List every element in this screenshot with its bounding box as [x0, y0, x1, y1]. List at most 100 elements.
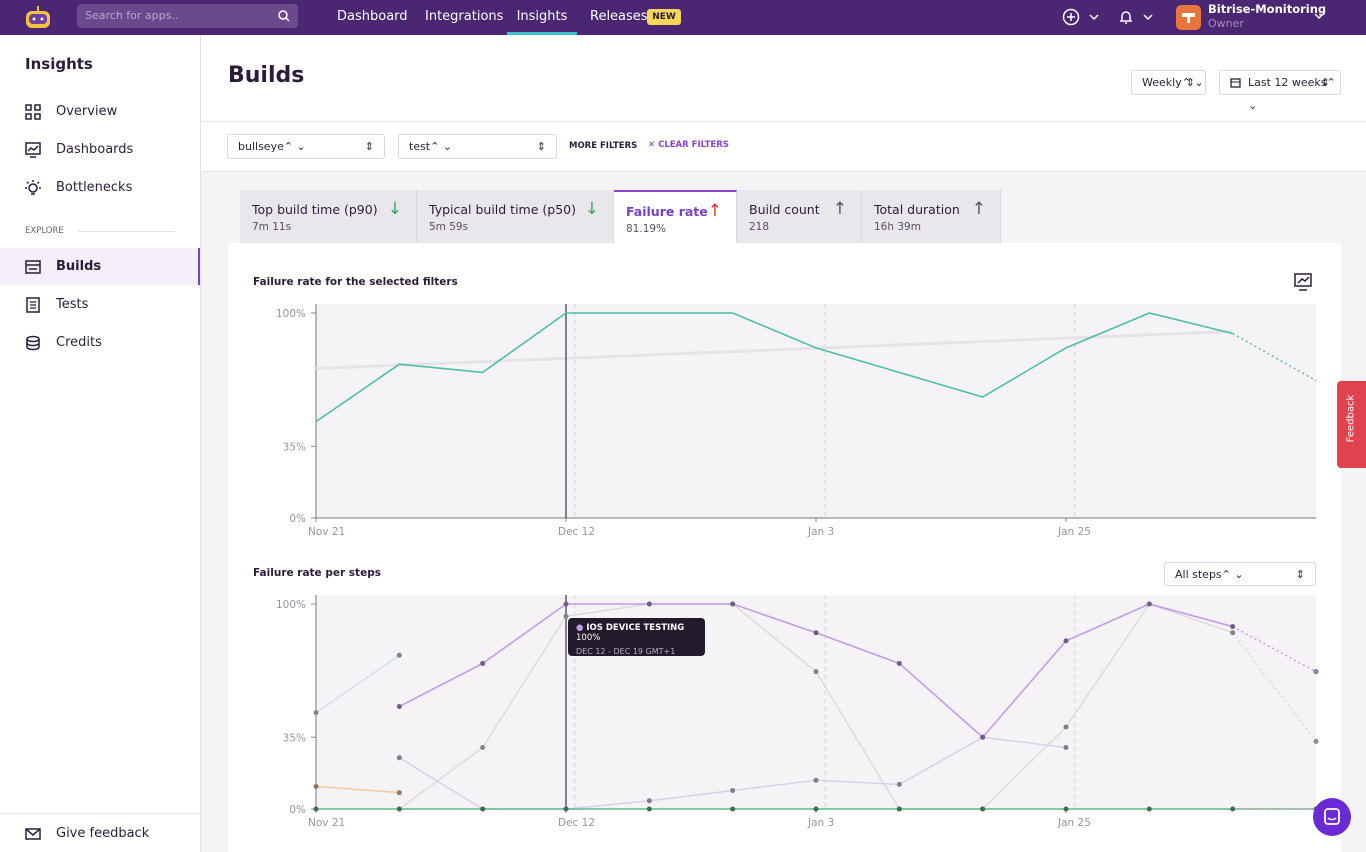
app-filter-label: bullseye [238, 140, 284, 153]
page-title: Builds [228, 63, 305, 88]
search-placeholder: Search for apps.. [85, 9, 179, 22]
chart-title: Failure rate per steps [253, 567, 381, 579]
org-avatar[interactable] [1176, 5, 1201, 30]
x-tick-label: Nov 21 [308, 817, 345, 829]
chat-button[interactable] [1313, 798, 1351, 836]
tooltip-period: DEC 12 - DEC 19 GMT+1 [576, 647, 676, 656]
series-line-partial [1232, 332, 1317, 382]
plot-area [316, 595, 1316, 809]
sidebar-label: Overview [56, 104, 118, 119]
metric-tab[interactable]: Top build time (p90) 7m 11s ↓ [240, 190, 417, 244]
metric-tab-active[interactable]: Failure rate 81.19% ↑ [614, 190, 737, 244]
tab-label: Build count [749, 202, 820, 217]
series-point [1146, 806, 1152, 812]
sidebar-item[interactable]: Tests [0, 286, 200, 323]
x-tick-label: Jan 3 [807, 817, 834, 829]
metric-tab[interactable]: Typical build time (p50) 5m 59s ↓ [417, 190, 614, 244]
feedback-tab[interactable]: Feedback [1337, 381, 1366, 468]
trend-down: ↓ [584, 199, 599, 219]
range-select[interactable]: Last 12 weeks ⇕ [1219, 70, 1341, 95]
filter-bar: bullseye⇕ test⇕ MORE FILTERS ✕ CLEAR FIL… [201, 122, 1366, 172]
line-chart: 0% 35% 100% Nov 21 Dec 12 Jan 3 Jan 25 [276, 595, 1319, 829]
y-tick-label: 100% [276, 599, 306, 611]
nav-item[interactable]: Integrations [425, 9, 504, 24]
series-point [396, 755, 402, 761]
trend-up: ↑ [707, 201, 722, 221]
metric-tab[interactable]: Total duration 16h 39m ↑ [862, 190, 1001, 244]
divider [78, 231, 175, 232]
tab-value: 7m 11s [252, 221, 292, 233]
series-point [813, 777, 819, 783]
trend-up: ↑ [971, 199, 986, 219]
step-select[interactable]: All steps ⇕ [1164, 562, 1316, 586]
clear-filters[interactable]: ✕ CLEAR FILTERS [648, 140, 729, 150]
tooltip-value: 100% [576, 633, 601, 643]
y-tick-label: 0% [289, 804, 306, 816]
x-tick-label: Dec 12 [558, 526, 595, 538]
tooltip: ● IOS DEVICE TESTING 100% DEC 12 - DEC 1… [568, 618, 705, 656]
org-chevron[interactable] [1313, 12, 1325, 22]
sidebar-item-active[interactable]: Builds [0, 248, 200, 285]
metric-tab[interactable]: Build count 218 ↑ [737, 190, 862, 244]
add-menu[interactable] [1062, 8, 1102, 26]
interval-label: Weekly [1142, 76, 1182, 89]
nav-item[interactable]: Releases [590, 9, 648, 24]
chart-type-icon[interactable] [1294, 273, 1312, 291]
series-line [315, 312, 1233, 423]
search-icon [278, 10, 290, 22]
series-line [315, 785, 400, 794]
sidebar-label: Bottlenecks [56, 180, 133, 195]
line-chart: 0% 35% 100% Nov 21 Dec 12 Jan 3 Jan 25 [276, 304, 1317, 538]
series-point [1063, 724, 1069, 730]
workflow-filter[interactable]: test ⇕ [398, 134, 557, 159]
tooltip-series: IOS DEVICE TESTING [586, 623, 685, 633]
x-tick-label: Dec 12 [558, 817, 595, 829]
sidebar-label: Dashboards [56, 142, 134, 157]
nav-item[interactable]: Dashboard [337, 9, 408, 24]
trend-down: ↓ [387, 199, 402, 219]
interval-select[interactable]: Weekly ⇕ [1131, 70, 1206, 95]
sidebar-item[interactable]: Overview [0, 93, 200, 130]
series-point [396, 652, 402, 658]
series-point [1230, 630, 1236, 636]
series-point [563, 601, 569, 607]
series-point [396, 790, 402, 796]
sidebar-item[interactable]: Bottlenecks [0, 169, 200, 206]
nav-item-active[interactable]: Insights [507, 0, 577, 35]
series-point [1063, 806, 1069, 812]
more-filters[interactable]: MORE FILTERS [569, 141, 638, 151]
sidebar-item[interactable]: Dashboards [0, 131, 200, 168]
series-point [1230, 624, 1236, 630]
step-select-label: All steps [1175, 568, 1222, 581]
series-point [646, 601, 652, 607]
new-badge: NEW [647, 9, 681, 25]
series-point [1063, 638, 1069, 644]
sidebar-section: EXPLORE [25, 226, 64, 236]
trend-up: ↑ [832, 199, 847, 219]
search-box[interactable]: Search for apps.. [77, 4, 298, 28]
notifications[interactable] [1116, 8, 1156, 26]
series-point [480, 806, 486, 812]
tab-value: 81.19% [626, 223, 667, 235]
x-tick-label: Jan 25 [1057, 817, 1091, 829]
tab-label: Typical build time (p50) [429, 202, 576, 217]
sidebar-item[interactable]: Credits [0, 324, 200, 361]
series-point [730, 806, 736, 812]
series-point [563, 806, 569, 812]
x-tick-label: Nov 21 [308, 526, 345, 538]
page-header: Builds Weekly⇕ Last 12 weeks⇕ [201, 35, 1366, 122]
tab-value: 5m 59s [429, 221, 469, 233]
y-tick-label: 35% [283, 441, 306, 453]
series-point [396, 704, 402, 709]
app-filter[interactable]: bullseye ⇕ [227, 134, 385, 159]
tab-label: Total duration [874, 202, 960, 217]
series-point [1230, 806, 1236, 812]
series-point [813, 669, 819, 675]
series-point [313, 806, 319, 812]
give-feedback[interactable]: Give feedback [0, 815, 200, 852]
series-point [480, 660, 486, 666]
sidebar-label: Tests [56, 297, 89, 312]
series-point [646, 806, 652, 812]
series-point [813, 630, 819, 636]
